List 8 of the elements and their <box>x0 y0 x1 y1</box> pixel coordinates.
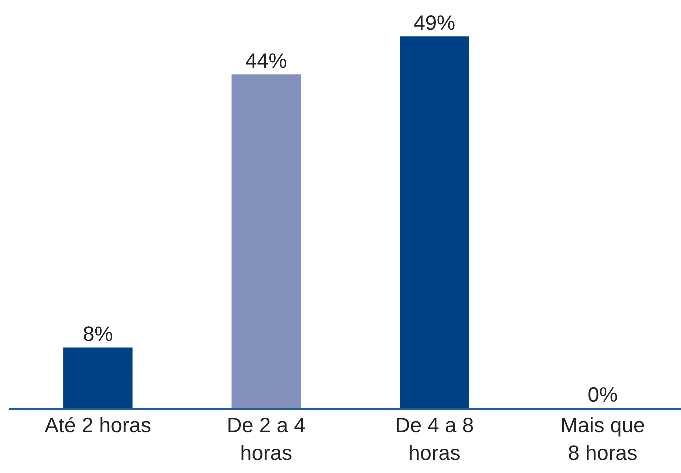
x-tick-label: De 2 a 4 horas <box>228 418 306 460</box>
x-tick-label: De 4 a 8 horas <box>397 418 474 460</box>
x-tick-label: Mais que 8 horas <box>562 417 644 460</box>
data-label: 0% <box>588 387 618 402</box>
data-label: 44% <box>246 54 287 68</box>
data-label: 8% <box>84 326 112 342</box>
data-label: 49% <box>414 16 455 30</box>
x-tick-label: Até 2 horas <box>44 417 151 433</box>
